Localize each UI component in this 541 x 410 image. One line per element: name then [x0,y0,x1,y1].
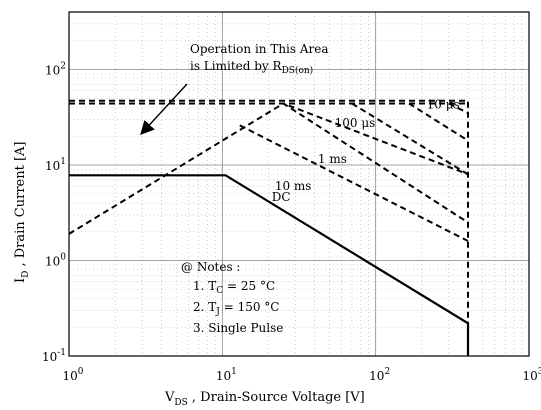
grid [69,12,529,356]
series-label: 10 μs [427,98,460,112]
series-layer [68,99,470,356]
y-axis-label: ID , Drain Current [A] [13,141,31,283]
limit-line-1 [239,124,469,242]
y-tick-label: 101 [45,157,66,173]
note-2: 2. TJ = 150 °C [193,300,279,317]
series-line-dc [69,174,470,356]
x-tick-label: 100 [62,367,83,383]
y-tick-label: 10-1 [42,348,66,364]
limited-area-note-line1: Operation in This Area [190,42,329,56]
x-tick-label: 101 [216,367,237,383]
x-axis-label: VDS , Drain-Source Voltage [V] [164,390,365,408]
limit-line-3 [408,102,469,142]
x-tick-label: 102 [369,367,390,383]
plot-frame [68,11,530,357]
notes-title: @ Notes : [181,260,240,274]
series-label: DC [272,190,291,204]
limit-line-4 [448,102,469,114]
series-label: 1 ms [318,152,347,166]
note-1: 1. TC = 25 °C [193,279,275,296]
series-label: 10 ms [275,179,312,193]
y-tick-label: 102 [45,61,66,77]
note-3: 3. Single Pulse [193,321,283,335]
limited-area-note-line2: is Limited by RDS(on) [190,59,313,76]
series-line-10-s [69,99,469,356]
limit-line-2 [351,102,469,176]
x-tick-label: 103 [522,367,541,383]
y-tick-label: 100 [45,252,66,268]
series-label: 100 μs [335,116,376,130]
limited-area-arrow [140,83,188,136]
tick-labels: 100 101 102 103 10-1 100 101 102 [42,61,541,383]
